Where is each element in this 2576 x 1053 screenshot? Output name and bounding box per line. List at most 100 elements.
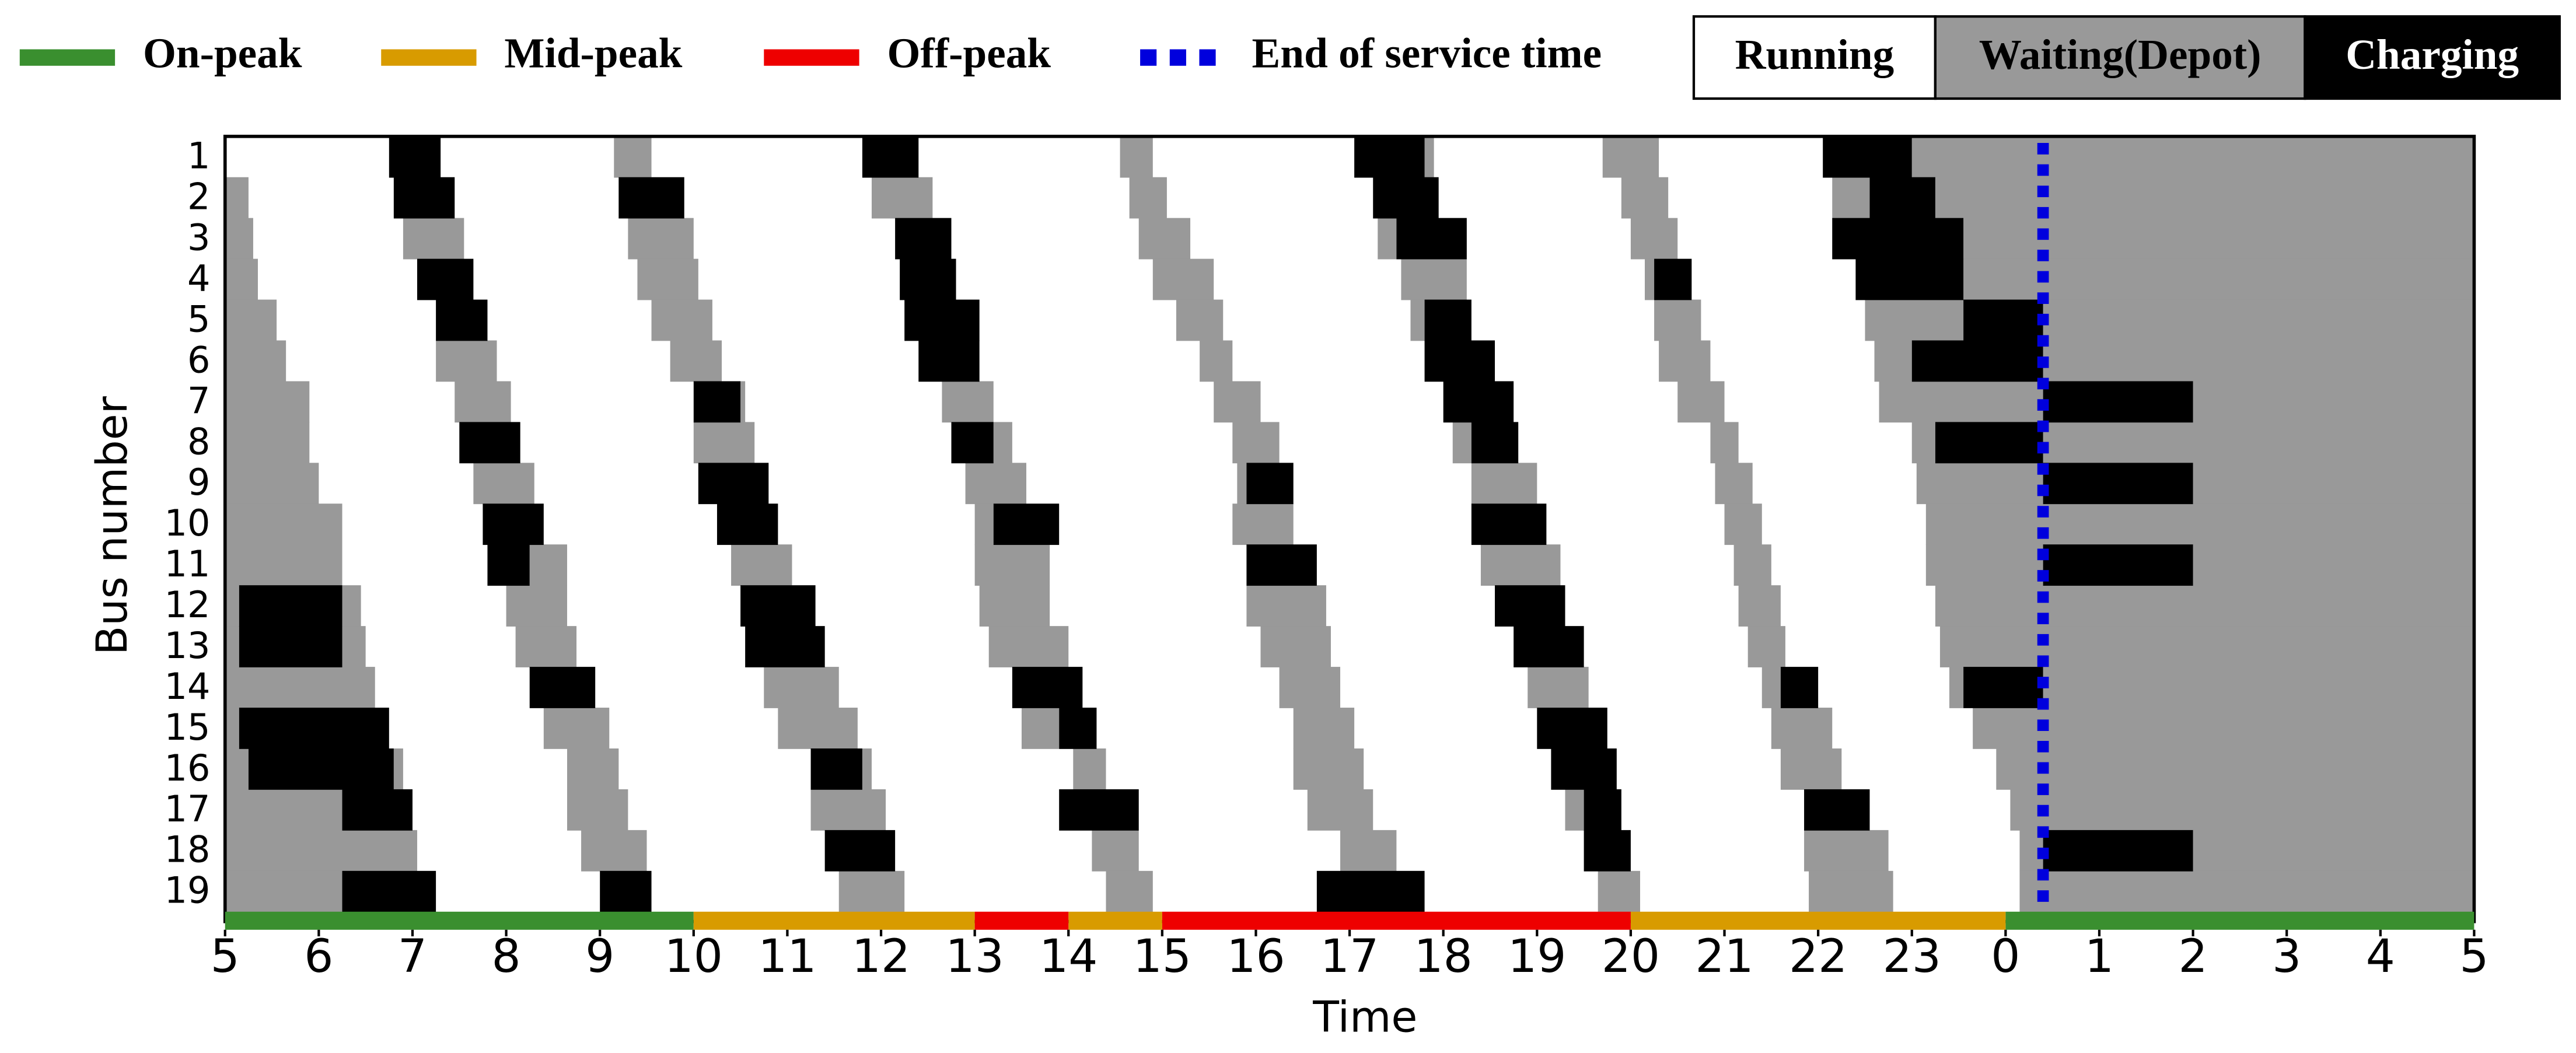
- waiting-bar: [942, 381, 994, 423]
- x-tick-label: 17: [1320, 929, 1379, 983]
- waiting-bar: [810, 789, 886, 831]
- waiting-bar: [225, 544, 342, 586]
- waiting-bar: [1659, 340, 1711, 382]
- x-tick-label: 13: [945, 929, 1004, 983]
- charging-bar: [342, 789, 413, 831]
- legend-label: Waiting(Depot): [1979, 31, 2262, 78]
- waiting-bar: [1232, 503, 1294, 545]
- x-tick-label: 3: [2272, 929, 2301, 983]
- waiting-bar: [1598, 870, 1640, 912]
- waiting-bar: [2193, 463, 2474, 505]
- waiting-bar: [1340, 830, 1397, 872]
- waiting-bar: [979, 585, 1050, 627]
- y-tick-label: 7: [187, 380, 210, 422]
- legend-box: [2304, 15, 2561, 100]
- waiting-bar: [637, 258, 698, 300]
- waiting-bar: [778, 708, 858, 749]
- charging-bar: [618, 177, 684, 219]
- waiting-bar: [651, 299, 712, 341]
- x-tick-label: 23: [1883, 929, 1941, 983]
- y-tick-label: 9: [187, 461, 210, 503]
- charging-bar: [918, 340, 980, 382]
- waiting-bar: [1724, 503, 1762, 545]
- waiting-bar: [731, 544, 792, 586]
- charging-bar: [1495, 585, 1565, 627]
- waiting-bar: [225, 667, 375, 708]
- waiting-bar: [1621, 177, 1669, 219]
- charging-bar: [1823, 136, 1912, 178]
- y-tick-label: 10: [165, 502, 211, 544]
- period-bar: [974, 911, 1069, 930]
- period-bar: [693, 911, 975, 930]
- charging-bar: [342, 870, 436, 912]
- waiting-bar: [1911, 136, 2474, 178]
- legend-label: Off-peak: [887, 29, 1051, 76]
- charging-bar: [1551, 748, 1617, 790]
- charging-bar: [529, 667, 596, 708]
- waiting-bar: [1293, 708, 1355, 749]
- waiting-bar: [403, 218, 464, 260]
- charging-bar: [1780, 667, 1819, 708]
- waiting-bar: [1214, 381, 1261, 423]
- waiting-bar: [506, 585, 567, 627]
- waiting-bar: [1307, 789, 1373, 831]
- waiting-bar: [1129, 177, 1167, 219]
- waiting-bar: [1246, 585, 1326, 627]
- waiting-bar: [965, 463, 1026, 505]
- charging-bar: [1354, 136, 1425, 178]
- waiting-bar: [225, 830, 418, 872]
- legend-label: Running: [1735, 31, 1895, 78]
- waiting-bar: [1935, 177, 2474, 219]
- charging-bar: [1471, 503, 1547, 545]
- charging-bar: [895, 218, 952, 260]
- waiting-bar: [1804, 830, 1889, 872]
- charging-bar: [1537, 708, 1607, 749]
- waiting-bar: [1452, 422, 1471, 464]
- waiting-bar: [1565, 789, 1584, 831]
- waiting-bar: [342, 626, 366, 667]
- waiting-bar: [1738, 585, 1781, 627]
- waiting-bar: [225, 708, 239, 749]
- charging-bar: [1832, 218, 1964, 260]
- waiting-bar: [1771, 708, 1833, 749]
- y-tick-label: 11: [165, 543, 211, 585]
- waiting-bar: [515, 626, 577, 667]
- waiting-bar: [1176, 299, 1224, 341]
- waiting-bar: [1021, 708, 1060, 749]
- x-tick-label: 2: [2179, 929, 2208, 983]
- waiting-bar: [225, 381, 310, 423]
- charging-bar: [239, 626, 342, 667]
- waiting-bar: [1279, 667, 1341, 708]
- waiting-bar: [1138, 218, 1191, 260]
- waiting-bar: [225, 258, 258, 300]
- x-tick-label: 18: [1414, 929, 1473, 983]
- waiting-bar: [225, 463, 319, 505]
- waiting-bar: [670, 340, 722, 382]
- waiting-bar: [1939, 626, 2474, 667]
- charging-bar: [1911, 340, 2043, 382]
- charging-bar: [459, 422, 520, 464]
- charging-bar: [1424, 299, 1471, 341]
- charging-bar: [239, 585, 342, 627]
- waiting-bar: [1410, 299, 1425, 341]
- charging-bar: [1935, 422, 2043, 464]
- charging-bar: [1869, 177, 1935, 219]
- waiting-bar: [1879, 381, 2043, 423]
- charging-bar: [248, 748, 394, 790]
- x-tick-label: 6: [304, 929, 333, 983]
- x-axis-label: Time: [1312, 993, 1417, 1042]
- charging-bar: [483, 503, 544, 545]
- waiting-bar: [988, 626, 1069, 667]
- x-tick-label: 8: [492, 929, 521, 983]
- waiting-bar: [2043, 667, 2474, 708]
- waiting-bar: [871, 177, 933, 219]
- waiting-bar: [567, 748, 619, 790]
- charging-bar: [1855, 258, 1964, 300]
- waiting-bar: [1654, 299, 1701, 341]
- waiting-bar: [974, 544, 1050, 586]
- period-bar: [2005, 911, 2474, 930]
- y-tick-label: 12: [165, 584, 211, 626]
- charging-bar: [2043, 544, 2193, 586]
- x-tick-label: 5: [211, 929, 240, 983]
